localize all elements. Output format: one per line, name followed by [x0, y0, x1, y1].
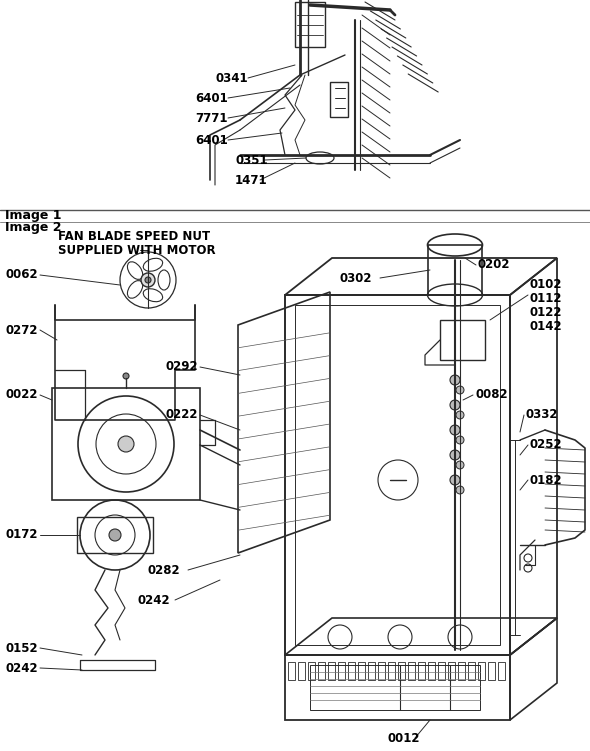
Text: Image 2: Image 2	[5, 221, 61, 234]
Text: 0102: 0102	[530, 279, 562, 291]
Bar	[438, 662, 445, 680]
Bar	[398, 662, 405, 680]
Bar	[77, 517, 153, 553]
Bar	[338, 662, 345, 680]
Bar	[368, 662, 375, 680]
Text: 0351: 0351	[235, 153, 268, 167]
Bar	[448, 662, 455, 680]
Bar	[348, 662, 355, 680]
Text: 0282: 0282	[148, 563, 181, 577]
Text: FAN BLADE SPEED NUT: FAN BLADE SPEED NUT	[58, 231, 210, 243]
Circle shape	[118, 436, 134, 452]
Bar	[498, 662, 505, 680]
Circle shape	[123, 373, 129, 379]
Text: 0112: 0112	[530, 292, 562, 306]
Bar	[52, 388, 200, 500]
Text: Image 1: Image 1	[5, 209, 61, 222]
Circle shape	[450, 475, 460, 485]
Text: 0302: 0302	[340, 272, 372, 285]
Circle shape	[456, 411, 464, 419]
Text: 0332: 0332	[526, 409, 559, 421]
Text: SUPPLIED WITH MOTOR: SUPPLIED WITH MOTOR	[58, 245, 215, 258]
Text: 0172: 0172	[5, 529, 38, 541]
Text: 0242: 0242	[138, 593, 171, 607]
Text: 0022: 0022	[5, 388, 38, 402]
Text: 0252: 0252	[530, 439, 563, 451]
Circle shape	[141, 273, 155, 287]
Bar	[428, 662, 435, 680]
Circle shape	[450, 450, 460, 460]
Text: 1471: 1471	[235, 173, 268, 186]
Text: 0012: 0012	[388, 731, 421, 744]
Bar	[378, 662, 385, 680]
Circle shape	[456, 486, 464, 494]
Text: 7771: 7771	[195, 111, 228, 125]
Bar	[310, 665, 480, 710]
Text: 0222: 0222	[165, 409, 198, 421]
Circle shape	[109, 529, 121, 541]
Text: 0202: 0202	[478, 258, 510, 272]
Circle shape	[456, 436, 464, 444]
Bar	[298, 662, 305, 680]
Bar	[468, 662, 475, 680]
Circle shape	[450, 375, 460, 385]
Text: 0341: 0341	[215, 71, 248, 85]
Bar	[488, 662, 495, 680]
Bar	[328, 662, 335, 680]
Bar	[318, 662, 325, 680]
Bar	[478, 662, 485, 680]
Bar	[330, 82, 348, 117]
Bar	[388, 662, 395, 680]
Bar	[418, 662, 425, 680]
Circle shape	[450, 400, 460, 410]
Text: 0142: 0142	[530, 321, 563, 333]
Bar	[308, 662, 315, 680]
Bar	[288, 662, 295, 680]
Text: 0272: 0272	[5, 324, 38, 336]
Circle shape	[456, 461, 464, 469]
Circle shape	[145, 277, 151, 283]
Text: 0062: 0062	[5, 269, 38, 282]
Bar	[440, 320, 485, 360]
Bar	[408, 662, 415, 680]
Text: 0242: 0242	[5, 662, 38, 674]
Bar	[295, 305, 500, 645]
Text: 6401: 6401	[195, 92, 228, 104]
Circle shape	[456, 386, 464, 394]
Text: 0152: 0152	[5, 641, 38, 655]
Bar	[428, 245, 482, 295]
Text: 0292: 0292	[165, 360, 198, 373]
Bar	[458, 662, 465, 680]
Text: 0182: 0182	[530, 473, 563, 487]
Bar	[295, 2, 325, 47]
Text: 0122: 0122	[530, 306, 562, 319]
Text: 6401: 6401	[195, 134, 228, 146]
Text: 0082: 0082	[475, 388, 507, 402]
Circle shape	[450, 425, 460, 435]
Bar	[358, 662, 365, 680]
